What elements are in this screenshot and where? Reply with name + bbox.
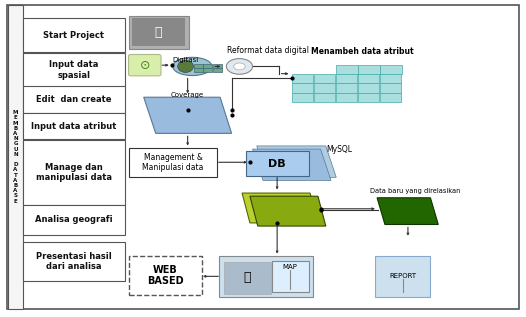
- Polygon shape: [252, 149, 331, 180]
- FancyBboxPatch shape: [128, 55, 161, 76]
- FancyBboxPatch shape: [213, 68, 221, 72]
- Text: MySQL: MySQL: [326, 145, 352, 153]
- FancyBboxPatch shape: [358, 93, 379, 102]
- FancyBboxPatch shape: [358, 65, 380, 74]
- FancyBboxPatch shape: [8, 4, 23, 309]
- FancyBboxPatch shape: [246, 151, 309, 177]
- Text: Edit  dan create: Edit dan create: [36, 95, 112, 104]
- Text: Digitasi: Digitasi: [173, 56, 199, 62]
- FancyBboxPatch shape: [292, 83, 313, 93]
- Ellipse shape: [234, 63, 245, 70]
- FancyBboxPatch shape: [313, 83, 335, 93]
- FancyBboxPatch shape: [380, 65, 402, 74]
- FancyBboxPatch shape: [380, 74, 401, 83]
- FancyBboxPatch shape: [23, 140, 125, 205]
- FancyBboxPatch shape: [380, 83, 401, 93]
- Polygon shape: [257, 146, 336, 177]
- Ellipse shape: [226, 59, 252, 74]
- FancyBboxPatch shape: [213, 64, 221, 68]
- Text: WEB
BASED: WEB BASED: [147, 265, 184, 286]
- Text: M
E
M
B
A
N
G
U
N
 
D
A
T
A
B
A
S
E: M E M B A N G U N D A T A B A S E: [13, 110, 18, 204]
- FancyBboxPatch shape: [292, 74, 313, 83]
- FancyBboxPatch shape: [358, 74, 379, 83]
- FancyBboxPatch shape: [23, 53, 125, 87]
- FancyBboxPatch shape: [204, 68, 213, 72]
- FancyBboxPatch shape: [218, 256, 312, 297]
- FancyBboxPatch shape: [313, 74, 335, 83]
- Polygon shape: [377, 198, 438, 224]
- Ellipse shape: [178, 61, 194, 72]
- FancyBboxPatch shape: [336, 74, 357, 83]
- Text: Presentasi hasil
dari analisa: Presentasi hasil dari analisa: [36, 252, 112, 271]
- FancyBboxPatch shape: [7, 4, 519, 309]
- FancyBboxPatch shape: [128, 147, 217, 177]
- FancyBboxPatch shape: [23, 86, 125, 113]
- Text: ⊙: ⊙: [139, 59, 150, 72]
- Text: Input data
spasial: Input data spasial: [49, 60, 98, 80]
- Text: Management &
Manipulasi data: Management & Manipulasi data: [143, 152, 204, 172]
- Text: MAP: MAP: [283, 264, 298, 270]
- Text: DB: DB: [268, 158, 286, 169]
- FancyBboxPatch shape: [132, 18, 185, 46]
- Text: Coverage: Coverage: [171, 92, 204, 98]
- FancyBboxPatch shape: [376, 256, 430, 297]
- Text: Reformat data digital: Reformat data digital: [227, 46, 309, 55]
- FancyBboxPatch shape: [336, 65, 358, 74]
- FancyBboxPatch shape: [380, 93, 401, 102]
- FancyBboxPatch shape: [128, 256, 202, 295]
- FancyBboxPatch shape: [336, 93, 357, 102]
- FancyBboxPatch shape: [194, 64, 203, 68]
- FancyBboxPatch shape: [358, 83, 379, 93]
- FancyBboxPatch shape: [204, 64, 213, 68]
- Text: Data baru yang direlasikan: Data baru yang direlasikan: [370, 189, 460, 195]
- FancyBboxPatch shape: [128, 16, 189, 49]
- Text: REPORT: REPORT: [390, 273, 417, 279]
- Text: 👥: 👥: [155, 26, 162, 39]
- Text: Menambeh data atribut: Menambeh data atribut: [311, 47, 414, 56]
- Polygon shape: [250, 196, 326, 226]
- Text: Analisa geografi: Analisa geografi: [35, 215, 113, 224]
- FancyBboxPatch shape: [336, 83, 357, 93]
- FancyBboxPatch shape: [313, 93, 335, 102]
- Ellipse shape: [173, 57, 212, 75]
- FancyBboxPatch shape: [292, 93, 313, 102]
- FancyBboxPatch shape: [272, 261, 309, 292]
- Polygon shape: [144, 97, 231, 133]
- Polygon shape: [242, 193, 318, 223]
- FancyBboxPatch shape: [23, 18, 125, 52]
- FancyBboxPatch shape: [194, 68, 203, 72]
- FancyBboxPatch shape: [23, 205, 125, 235]
- Text: Start Project: Start Project: [43, 30, 104, 40]
- Text: Manage dan
manipulasi data: Manage dan manipulasi data: [36, 163, 112, 182]
- FancyBboxPatch shape: [23, 113, 125, 139]
- FancyBboxPatch shape: [23, 242, 125, 281]
- Text: 🗺: 🗺: [244, 271, 251, 284]
- Text: Input data atribut: Input data atribut: [31, 122, 117, 131]
- FancyBboxPatch shape: [224, 262, 271, 294]
